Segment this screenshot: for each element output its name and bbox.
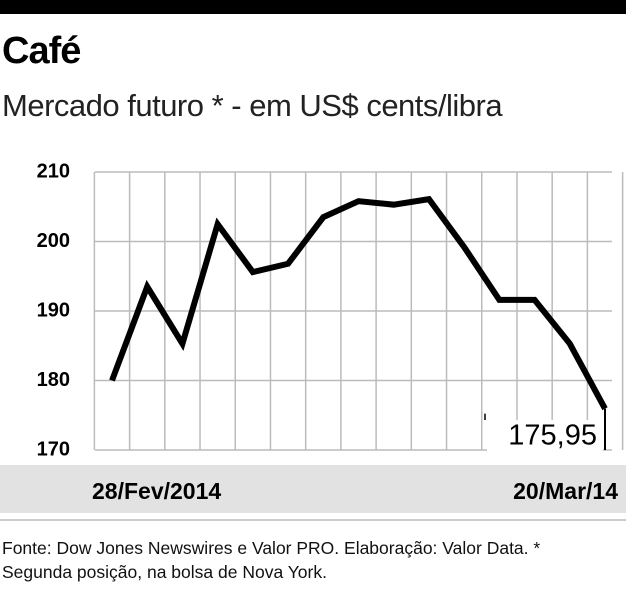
chart-title: Café	[2, 30, 81, 72]
x-tick-label: 28/Fev/2014	[92, 478, 221, 504]
top-bar	[0, 0, 626, 14]
y-tick-label: 200	[37, 230, 70, 252]
y-tick-label: 210	[37, 160, 70, 182]
source-note: Fonte: Dow Jones Newswires e Valor PRO. …	[2, 538, 541, 582]
value-label: 175,95	[508, 420, 597, 452]
y-tick-label: 190	[37, 299, 70, 321]
x-tick-label: 20/Mar/14	[513, 478, 618, 504]
y-tick-label: 180	[37, 369, 70, 391]
x-band	[0, 465, 626, 513]
y-tick-label: 170	[37, 438, 70, 460]
label-box	[487, 420, 603, 452]
line	[109, 195, 608, 411]
chart-subtitle: Mercado futuro * - em US$ cents/libra	[2, 88, 503, 123]
